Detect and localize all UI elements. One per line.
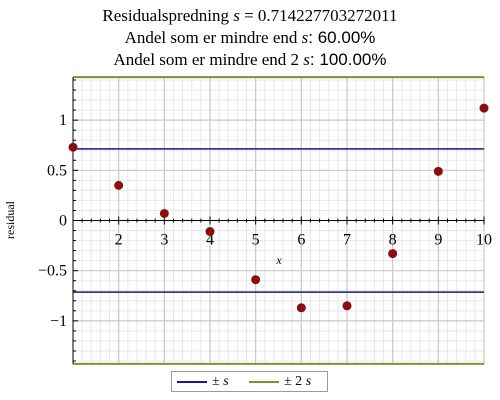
title-line-2-text: Andel som er mindre end xyxy=(124,28,298,47)
legend-item-2s: ± 2 s xyxy=(249,372,311,391)
x-tick-label: 10 xyxy=(476,232,492,249)
reference-lines xyxy=(73,76,484,365)
x-tick-label: 2 xyxy=(115,232,123,249)
residual-point xyxy=(433,166,443,176)
x-tick-label: 3 xyxy=(160,232,168,249)
residual-point xyxy=(388,249,398,259)
title-line-1-value: = 0.714227703272011 xyxy=(244,6,398,25)
residual-point xyxy=(479,103,489,113)
y-tick-label: −0.5 xyxy=(38,263,67,280)
title-line-3: Andel som er mindre end 2 s: 100.00% xyxy=(0,49,500,71)
y-tick-label: 0.5 xyxy=(47,162,67,179)
legend-item-s: ± s xyxy=(177,372,229,391)
legend-swatch-s xyxy=(177,380,207,383)
x-tick-label: 9 xyxy=(434,232,442,249)
legend-label-2s: ± 2 s xyxy=(284,373,312,389)
residual-point xyxy=(296,303,306,313)
title-line-1-var: s xyxy=(233,6,240,25)
residual-point xyxy=(159,208,169,218)
x-tick-label: 8 xyxy=(389,232,397,249)
x-tick-label: 6 xyxy=(297,232,305,249)
data-points xyxy=(68,103,489,313)
title-line-3-text: Andel som er mindre end 2 xyxy=(113,50,300,69)
tick-marks xyxy=(72,79,485,362)
residual-point xyxy=(68,142,78,152)
title-line-3-value: : 100.00% xyxy=(309,50,387,69)
x-axis-label: x xyxy=(275,253,282,267)
title-line-2-value: : 60.00% xyxy=(308,28,376,47)
y-tick-label: −1 xyxy=(50,313,67,330)
x-tick-label: 5 xyxy=(252,232,260,249)
title-line-1-label: Residualspredning xyxy=(102,6,229,25)
y-axis-label: residual xyxy=(3,200,17,239)
legend-label-s: ± s xyxy=(212,373,229,389)
title-line-3-var: s xyxy=(303,50,310,69)
residual-point xyxy=(205,227,215,237)
tick-labels: 2 3 4 5 6 7 8 9 10 −1 −0.5 0 0.5 1 xyxy=(38,112,492,330)
title-line-2-var: s xyxy=(301,28,309,47)
legend-swatch-2s xyxy=(249,380,279,383)
chart-title: Residualspredning s = 0.714227703272011 … xyxy=(0,5,500,71)
legend: ± s ± 2 s xyxy=(171,371,328,392)
residual-point xyxy=(342,301,352,311)
residual-point xyxy=(251,275,261,285)
title-line-1: Residualspredning s = 0.714227703272011 xyxy=(0,5,500,27)
x-tick-label: 7 xyxy=(343,232,351,249)
y-tick-label: 1 xyxy=(59,112,67,129)
residual-point xyxy=(114,180,124,190)
y-tick-label: 0 xyxy=(59,213,67,230)
x-tick-label: 4 xyxy=(206,232,214,249)
title-line-2: Andel som er mindre end s: 60.00% xyxy=(0,27,500,49)
